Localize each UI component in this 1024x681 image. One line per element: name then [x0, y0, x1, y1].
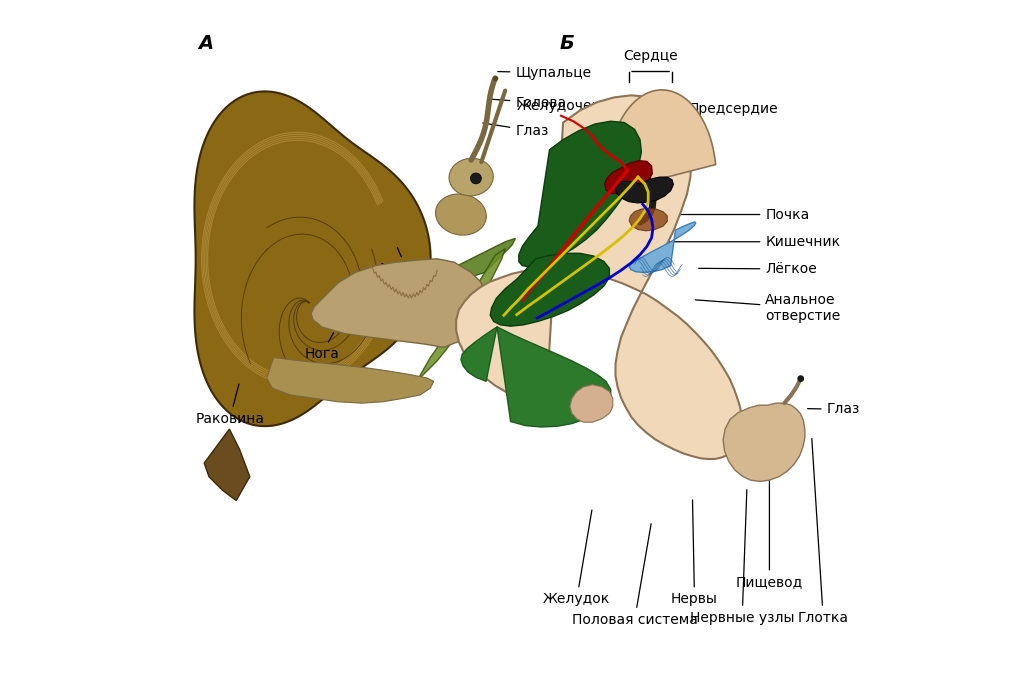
Polygon shape	[267, 358, 434, 403]
Polygon shape	[490, 253, 609, 326]
Text: Желудок: Желудок	[543, 510, 610, 607]
Polygon shape	[723, 403, 805, 481]
Polygon shape	[570, 385, 612, 422]
Polygon shape	[629, 208, 668, 231]
Text: А: А	[199, 34, 214, 53]
Text: Пищевод: Пищевод	[736, 439, 803, 590]
Text: Нервы: Нервы	[671, 500, 718, 607]
Circle shape	[798, 375, 804, 382]
Polygon shape	[311, 259, 484, 347]
Text: Печень: Печень	[521, 299, 574, 396]
Text: Раковина: Раковина	[196, 384, 264, 426]
Polygon shape	[604, 161, 652, 193]
Text: Половая система: Половая система	[571, 524, 697, 627]
Text: Кишечник: Кишечник	[668, 235, 841, 249]
Text: Глаз: Глаз	[808, 402, 860, 416]
Polygon shape	[629, 222, 696, 272]
Text: Лёгкое: Лёгкое	[698, 262, 817, 276]
Text: Щупальце: Щупальце	[498, 66, 592, 80]
Polygon shape	[614, 177, 674, 203]
Polygon shape	[417, 249, 505, 381]
Text: Глаз: Глаз	[482, 123, 549, 138]
Text: Желудочек: Желудочек	[516, 98, 631, 112]
Polygon shape	[195, 91, 431, 426]
Text: Глотка: Глотка	[798, 439, 849, 625]
Polygon shape	[456, 95, 742, 459]
Ellipse shape	[435, 194, 486, 235]
Text: Почка: Почка	[670, 208, 810, 221]
Text: Дыхательное
отверстие: Дыхательное отверстие	[348, 285, 446, 325]
Polygon shape	[362, 238, 515, 327]
Text: Голова: Голова	[487, 96, 566, 110]
Text: Нога: Нога	[304, 333, 339, 361]
Text: Нервные узлы: Нервные узлы	[690, 490, 795, 625]
Polygon shape	[519, 121, 641, 267]
Polygon shape	[607, 90, 716, 192]
Polygon shape	[461, 327, 610, 427]
Text: Сердце: Сердце	[623, 48, 678, 63]
Polygon shape	[204, 429, 250, 501]
Text: Предсердие: Предсердие	[666, 102, 778, 116]
Text: Мантия: Мантия	[379, 248, 434, 276]
Ellipse shape	[450, 158, 494, 196]
Text: Б: Б	[560, 34, 574, 53]
Circle shape	[470, 173, 481, 184]
Text: Анальное
отверстие: Анальное отверстие	[695, 293, 841, 323]
